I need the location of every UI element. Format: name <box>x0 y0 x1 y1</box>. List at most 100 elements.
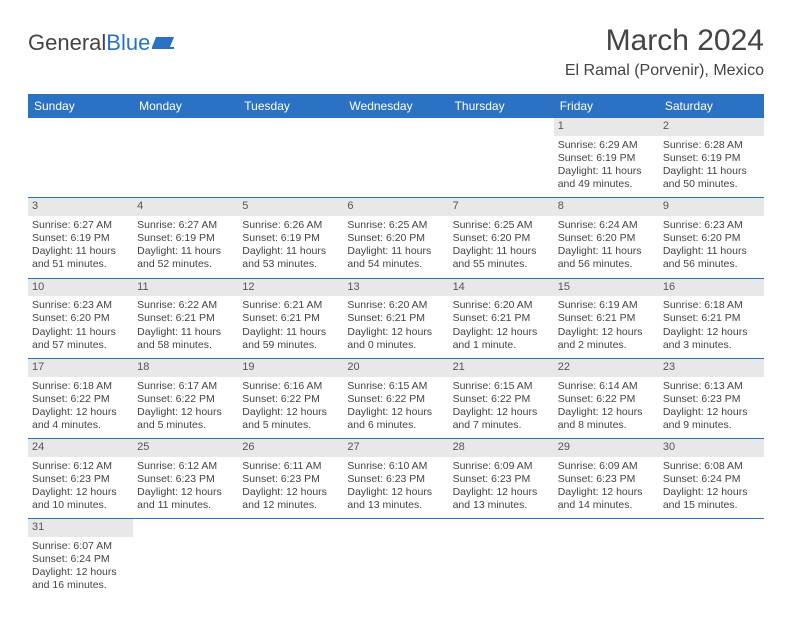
calendar-cell <box>28 118 133 198</box>
calendar-cell <box>238 118 343 198</box>
cell-line: Sunrise: 6:19 AM <box>558 299 655 312</box>
calendar-cell: 19 Sunrise: 6:16 AMSunset: 6:22 PMDayligh… <box>238 358 343 438</box>
cell-line: and 2 minutes. <box>558 339 655 352</box>
cell-line: Sunset: 6:19 PM <box>32 232 129 245</box>
day-header: Wednesday <box>343 94 448 118</box>
cell-line: Sunrise: 6:16 AM <box>242 380 339 393</box>
cell-line: Sunrise: 6:25 AM <box>453 219 550 232</box>
calendar-cell: 15Sunrise: 6:19 AMSunset: 6:21 PMDayligh… <box>554 278 659 358</box>
cell-line: Sunset: 6:22 PM <box>242 393 339 406</box>
day-number: 24 <box>28 439 133 457</box>
cell-line: Daylight: 12 hours <box>663 486 760 499</box>
cell-line: and 6 minutes. <box>347 419 444 432</box>
cell-line: Sunset: 6:23 PM <box>663 393 760 406</box>
cell-line: Sunrise: 6:20 AM <box>453 299 550 312</box>
cell-line: Sunset: 6:21 PM <box>137 312 234 325</box>
day-number: 26 <box>238 439 343 457</box>
cell-line: and 16 minutes. <box>32 579 129 592</box>
cell-line: Sunrise: 6:24 AM <box>558 219 655 232</box>
calendar-cell: 11Sunrise: 6:22 AMSunset: 6:21 PMDayligh… <box>133 278 238 358</box>
cell-line: Sunrise: 6:09 AM <box>453 460 550 473</box>
day-number: 28 <box>449 439 554 457</box>
calendar-body: 1Sunrise: 6:29 AMSunset: 6:19 PMDaylight… <box>28 118 764 599</box>
day-header: Friday <box>554 94 659 118</box>
day-header: Sunday <box>28 94 133 118</box>
calendar-cell: 17Sunrise: 6:18 AMSunset: 6:22 PMDayligh… <box>28 358 133 438</box>
cell-line: Daylight: 11 hours <box>32 245 129 258</box>
calendar-cell: 12Sunrise: 6:21 AMSunset: 6:21 PMDayligh… <box>238 278 343 358</box>
cell-line: Sunrise: 6:14 AM <box>558 380 655 393</box>
cell-line: and 8 minutes. <box>558 419 655 432</box>
cell-line: Sunset: 6:23 PM <box>347 473 444 486</box>
day-number: 21 <box>449 359 554 377</box>
cell-line: Sunrise: 6:18 AM <box>32 380 129 393</box>
page-title: March 2024 <box>565 24 764 58</box>
day-number: 19 <box>238 359 343 377</box>
cell-line: and 51 minutes. <box>32 258 129 271</box>
cell-line: Sunset: 6:20 PM <box>663 232 760 245</box>
cell-line: Sunset: 6:21 PM <box>347 312 444 325</box>
day-number: 31 <box>28 519 133 537</box>
logo-text-blue: Blue <box>106 30 150 56</box>
cell-line: and 3 minutes. <box>663 339 760 352</box>
cell-line: and 1 minute. <box>453 339 550 352</box>
calendar-cell <box>449 519 554 599</box>
cell-line: Sunset: 6:22 PM <box>137 393 234 406</box>
day-number: 6 <box>343 198 448 216</box>
cell-line: Sunset: 6:24 PM <box>32 553 129 566</box>
cell-line: Daylight: 11 hours <box>558 245 655 258</box>
cell-line: and 58 minutes. <box>137 339 234 352</box>
header: GeneralBlue March 2024 El Ramal (Porveni… <box>28 24 764 80</box>
cell-line: Daylight: 11 hours <box>242 245 339 258</box>
calendar-cell: 2Sunrise: 6:28 AMSunset: 6:19 PMDaylight… <box>659 118 764 198</box>
cell-line: Sunset: 6:23 PM <box>558 473 655 486</box>
cell-line: and 14 minutes. <box>558 499 655 512</box>
cell-line: and 4 minutes. <box>32 419 129 432</box>
cell-line: and 56 minutes. <box>663 258 760 271</box>
cell-line: and 7 minutes. <box>453 419 550 432</box>
day-header: Saturday <box>659 94 764 118</box>
cell-line: and 54 minutes. <box>347 258 444 271</box>
cell-line: Sunrise: 6:23 AM <box>663 219 760 232</box>
cell-line: and 12 minutes. <box>242 499 339 512</box>
cell-line: Sunset: 6:23 PM <box>242 473 339 486</box>
cell-line: Sunrise: 6:10 AM <box>347 460 444 473</box>
calendar-cell: 22Sunrise: 6:14 AMSunset: 6:22 PMDayligh… <box>554 358 659 438</box>
cell-line: Daylight: 12 hours <box>242 406 339 419</box>
cell-line: Sunrise: 6:27 AM <box>137 219 234 232</box>
day-number: 12 <box>238 279 343 297</box>
day-header: Monday <box>133 94 238 118</box>
day-number: 18 <box>133 359 238 377</box>
cell-line: Sunrise: 6:21 AM <box>242 299 339 312</box>
day-number: 14 <box>449 279 554 297</box>
day-number: 7 <box>449 198 554 216</box>
cell-line: Daylight: 12 hours <box>663 326 760 339</box>
cell-line: Sunset: 6:21 PM <box>663 312 760 325</box>
cell-line: Sunset: 6:19 PM <box>663 152 760 165</box>
day-number: 9 <box>659 198 764 216</box>
cell-line: and 5 minutes. <box>242 419 339 432</box>
flag-icon <box>152 33 178 56</box>
day-number: 3 <box>28 198 133 216</box>
day-number: 2 <box>659 118 764 136</box>
calendar-cell: 3 Sunrise: 6:27 AMSunset: 6:19 PMDaylight… <box>28 198 133 278</box>
calendar-cell: 13Sunrise: 6:20 AMSunset: 6:21 PMDayligh… <box>343 278 448 358</box>
cell-line: and 15 minutes. <box>663 499 760 512</box>
cell-line: Sunrise: 6:08 AM <box>663 460 760 473</box>
cell-line: Daylight: 12 hours <box>32 566 129 579</box>
calendar-cell: 6Sunrise: 6:25 AMSunset: 6:20 PMDaylight… <box>343 198 448 278</box>
calendar-cell: 8Sunrise: 6:24 AMSunset: 6:20 PMDaylight… <box>554 198 659 278</box>
calendar-cell <box>133 118 238 198</box>
cell-line: Sunset: 6:20 PM <box>347 232 444 245</box>
cell-line: Sunrise: 6:20 AM <box>347 299 444 312</box>
calendar-cell: 28Sunrise: 6:09 AMSunset: 6:23 PMDayligh… <box>449 439 554 519</box>
cell-line: Sunset: 6:24 PM <box>663 473 760 486</box>
cell-line: Daylight: 12 hours <box>242 486 339 499</box>
cell-line: Daylight: 11 hours <box>242 326 339 339</box>
calendar-cell: 25Sunrise: 6:12 AMSunset: 6:23 PMDayligh… <box>133 439 238 519</box>
calendar-cell: 31Sunrise: 6:07 AMSunset: 6:24 PMDayligh… <box>28 519 133 599</box>
cell-line: Sunrise: 6:27 AM <box>32 219 129 232</box>
cell-line: and 57 minutes. <box>32 339 129 352</box>
calendar-cell <box>449 118 554 198</box>
calendar-cell: 30Sunrise: 6:08 AMSunset: 6:24 PMDayligh… <box>659 439 764 519</box>
